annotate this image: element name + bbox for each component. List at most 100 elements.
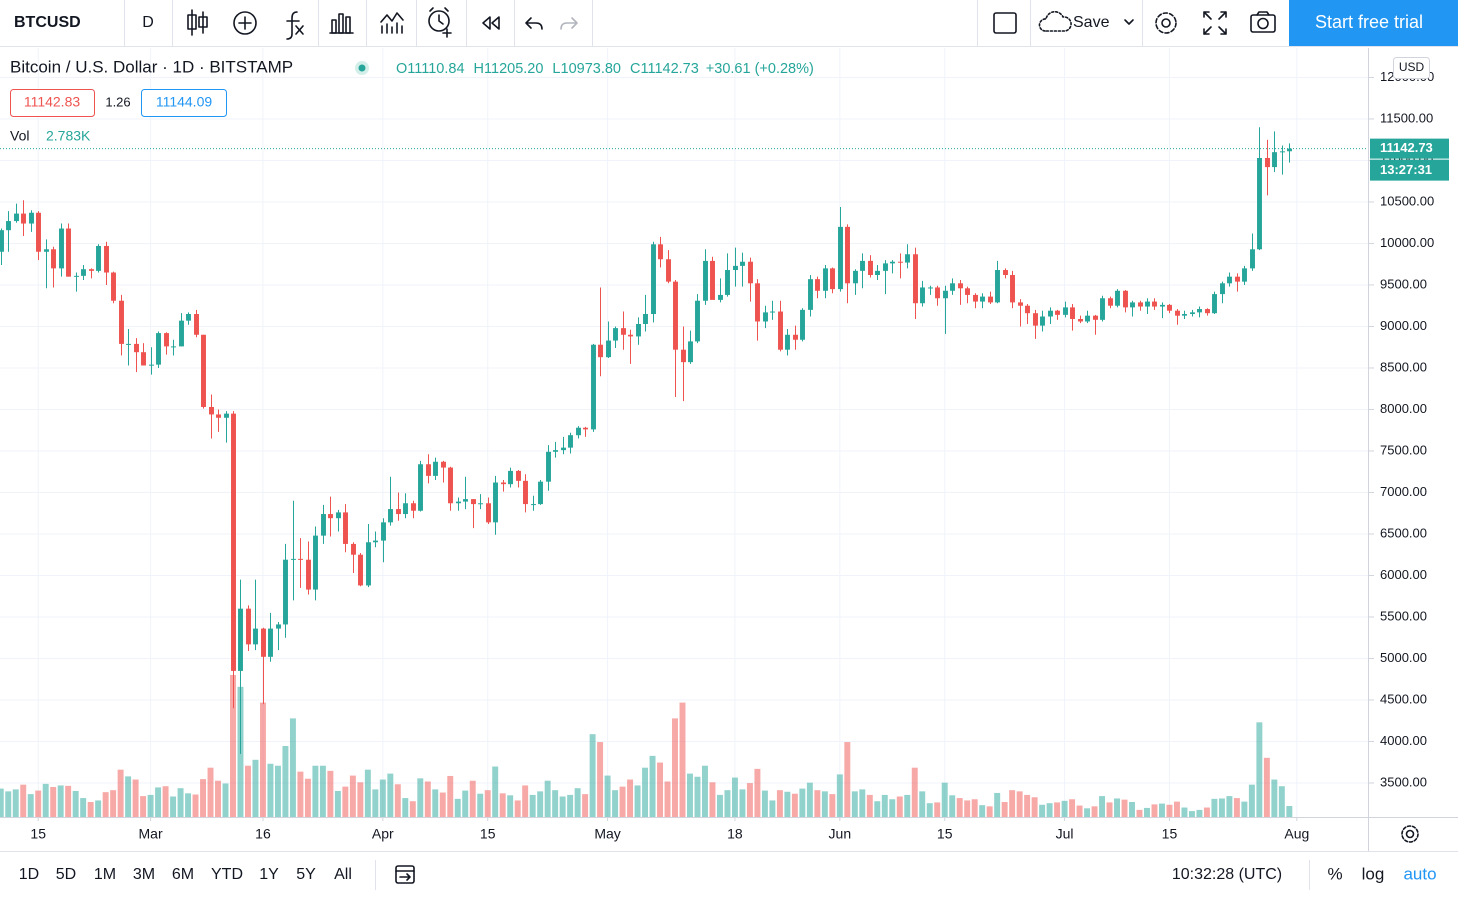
volume-bar [754, 768, 761, 817]
volume-bar [709, 782, 716, 817]
candle-body [591, 344, 596, 430]
auto-toggle[interactable]: auto [1403, 864, 1436, 883]
volume-bar [866, 794, 873, 817]
candle-body [216, 414, 221, 418]
candle-body [441, 461, 446, 468]
indicators-icon[interactable] [286, 11, 304, 40]
replay-icon[interactable] [482, 16, 500, 30]
candle-body [778, 311, 783, 350]
volume-bar [949, 795, 956, 817]
volume-bar [1114, 798, 1120, 817]
y-tick-label: 5000.00 [1380, 650, 1427, 665]
financials-icon[interactable] [380, 12, 404, 34]
candles-icon[interactable] [187, 9, 208, 36]
currency-box[interactable] [1393, 57, 1430, 79]
candle-body [1242, 268, 1247, 282]
volume-bar [1009, 790, 1016, 817]
top-toolbar: BTCUSD D Save Start free trial [0, 0, 1458, 47]
volume-bar [387, 773, 394, 817]
range-button[interactable]: 5Y [296, 866, 316, 883]
volume-bar [881, 794, 888, 817]
y-tick-label: 8000.00 [1380, 401, 1427, 416]
ask[interactable]: 11144.09 [156, 94, 213, 110]
axes: 3500.00 4000.00 4500.00 5000.00 5500.00 6000.… [0, 48, 1458, 851]
candle-body [478, 503, 483, 505]
layout-icon[interactable] [993, 12, 1017, 34]
candle-body [74, 275, 79, 277]
candle-body [366, 542, 371, 586]
range-button[interactable]: All [334, 866, 352, 883]
save-button[interactable]: Save [1073, 14, 1110, 31]
candle-body [1055, 310, 1060, 315]
range-button[interactable]: 1Y [259, 866, 279, 883]
undo-icon[interactable] [525, 17, 543, 30]
volume-bar [409, 801, 416, 817]
candle-body [561, 447, 566, 451]
alert-icon[interactable] [428, 7, 452, 38]
volume-bar [791, 793, 798, 817]
range-button[interactable]: 5D [56, 866, 76, 883]
candle-body [426, 464, 431, 476]
range-button[interactable]: 1D [19, 866, 39, 883]
percent-toggle[interactable]: % [1327, 864, 1342, 883]
volume-bar [986, 806, 993, 817]
range-button[interactable]: 1M [94, 866, 116, 883]
ohlc-key: L [552, 61, 560, 77]
compare-icon[interactable] [233, 11, 257, 35]
save-dropdown[interactable] [1124, 19, 1134, 25]
volume-bar [559, 796, 566, 817]
redo-icon[interactable] [560, 17, 578, 30]
candle-body [164, 333, 169, 347]
ask-box[interactable] [141, 89, 227, 117]
volume-bar [806, 782, 813, 817]
candle-body [606, 340, 611, 358]
candle-body [1100, 298, 1105, 320]
snapshot-icon[interactable] [1250, 11, 1276, 33]
currency[interactable]: USD [1399, 60, 1425, 74]
volume-bar [739, 789, 746, 817]
bid-box[interactable] [10, 89, 95, 117]
y-tick-label: 7500.00 [1380, 442, 1427, 457]
range-button[interactable]: 6M [172, 866, 194, 883]
volume-bar [627, 779, 634, 817]
candle-body [1257, 157, 1262, 250]
candle-body [853, 270, 858, 284]
gear-rim [1401, 825, 1419, 843]
candle-body [1093, 315, 1098, 320]
volume-bar [514, 800, 521, 817]
candle-body [66, 228, 71, 277]
goto-date-icon[interactable] [395, 865, 415, 884]
templates-icon[interactable] [329, 13, 354, 34]
countdown-box [1370, 159, 1449, 181]
volume-bar [1031, 797, 1038, 817]
candle-body [231, 413, 236, 671]
candle-body [988, 296, 993, 303]
clock[interactable]: 10:32:28 (UTC) [1172, 866, 1282, 883]
candle-body [471, 499, 476, 505]
volume-bar [102, 792, 109, 817]
scale-settings-icon[interactable] [1401, 825, 1419, 843]
candle-body [568, 435, 573, 448]
symbol[interactable]: BTCUSD [14, 14, 81, 31]
log-toggle[interactable]: log [1362, 864, 1385, 883]
volume-bar [874, 801, 881, 817]
interval[interactable]: D [142, 14, 154, 31]
cloud-icon[interactable] [1038, 11, 1072, 32]
volume-bar [1151, 804, 1158, 817]
fullscreen-icon[interactable] [1203, 11, 1227, 35]
trial-button-label[interactable]: Start free trial [1315, 12, 1423, 32]
candle-body [1175, 310, 1180, 316]
candle-body [81, 269, 86, 276]
range-button[interactable]: YTD [211, 866, 243, 883]
candle-body [1033, 313, 1038, 326]
range-button[interactable]: 3M [133, 866, 155, 883]
candle-body [388, 509, 393, 523]
settings-icon[interactable] [1155, 12, 1177, 34]
bid[interactable]: 11142.83 [24, 94, 81, 110]
volume-bar [1203, 807, 1210, 817]
volume-bar [1263, 757, 1270, 817]
candle-body [433, 461, 438, 476]
trial-button[interactable] [1289, 0, 1458, 46]
candle-body [448, 467, 453, 504]
candle-body [501, 482, 506, 485]
